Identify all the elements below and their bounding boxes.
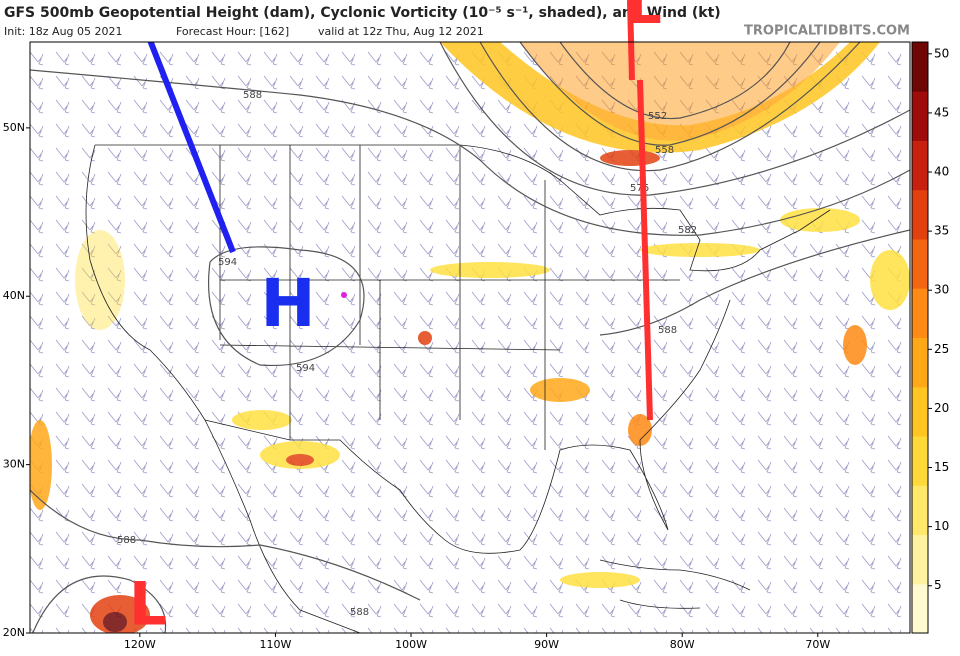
colorbar-segment <box>912 288 928 338</box>
colorbar-segment <box>912 91 928 141</box>
forecast-hour: Forecast Hour: [162] <box>176 25 289 38</box>
contour-label: 582 <box>678 225 697 236</box>
colorbar-tick-label: 20 <box>934 401 949 415</box>
colorbar-segment <box>912 239 928 289</box>
x-tick-label: 80W <box>670 638 695 651</box>
ridge-axis <box>627 0 635 81</box>
site-name: TROPICALTIDBITS.COM <box>744 24 910 39</box>
contour-label: 588 <box>117 535 136 546</box>
wind-barbs <box>30 42 910 633</box>
colorbar-tick-label: 30 <box>934 283 949 297</box>
height-contours <box>30 42 910 633</box>
colorbar-segment <box>912 436 928 486</box>
borders <box>85 144 831 633</box>
colorbar-segment <box>912 386 928 437</box>
colorbar-tick-label: 15 <box>934 460 949 474</box>
y-tick-label: 50N <box>3 121 25 134</box>
y-tick-label: 40N <box>3 289 25 302</box>
x-tick-label: 110W <box>259 638 291 651</box>
low-label: L <box>626 0 662 37</box>
colorbar-segment <box>912 189 928 240</box>
contour-label: 594 <box>296 363 315 374</box>
colorbar-tick-label: 5 <box>934 578 942 592</box>
colorbar-segment <box>912 485 928 535</box>
colorbar-tick-label: 10 <box>934 519 949 533</box>
valid-time: valid at 12z Thu, Aug 12 2021 <box>318 25 484 38</box>
map: 588 594 594 552 558 576 582 588 588 588 <box>30 42 910 633</box>
colorbar-tick-label: 40 <box>934 165 949 179</box>
x-tick-label: 70W <box>805 638 830 651</box>
colorbar-segment <box>912 337 928 388</box>
contour-label: 552 <box>648 111 667 122</box>
x-tick-label: 90W <box>534 638 559 651</box>
contour-label: 576 <box>630 183 649 194</box>
trough-axis <box>147 42 236 254</box>
vorticity-shading <box>30 42 910 633</box>
x-tick-label: 100W <box>395 638 427 651</box>
ridge-axis <box>637 79 653 421</box>
colorbar-segment <box>912 583 928 634</box>
y-tick-label: 30N <box>3 458 25 471</box>
colorbar: 5 10 15 20 25 30 35 40 45 50 <box>911 41 949 634</box>
colorbar-tick-label: 25 <box>934 342 949 356</box>
y-tick-label: 20N <box>3 626 25 639</box>
colorbar-tick-label: 50 <box>934 46 949 60</box>
contour-label: 558 <box>655 145 674 156</box>
contour-label: 588 <box>243 90 262 101</box>
contour-label: 594 <box>218 257 237 268</box>
colorbar-frame <box>911 41 929 634</box>
map-frame <box>29 41 911 634</box>
colorbar-tick-label: 45 <box>934 105 949 119</box>
init: Init: 18z Aug 05 2021 <box>4 25 123 38</box>
contour-label: 588 <box>350 607 369 618</box>
marker <box>341 292 347 298</box>
axes: 120W 110W 100W 90W 80W 70W 20N 30N 40N 50N <box>3 121 831 651</box>
x-tick-label: 120W <box>124 638 156 651</box>
colorbar-segment <box>912 42 928 92</box>
high-label: H <box>260 265 315 342</box>
low-label: L <box>129 570 167 640</box>
contour-label: 588 <box>658 325 677 336</box>
colorbar-tick-label: 35 <box>934 224 949 238</box>
title: GFS 500mb Geopotential Height (dam), Cyc… <box>4 5 721 21</box>
colorbar-segment <box>912 140 928 191</box>
colorbar-segment <box>912 534 928 585</box>
